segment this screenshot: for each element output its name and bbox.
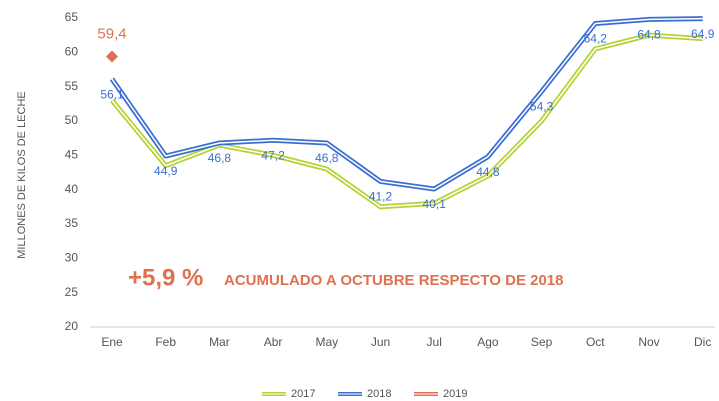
data-label: 54,3 (530, 100, 554, 114)
data-label: 46,8 (315, 151, 339, 165)
annotation-value: +5,9 % (128, 264, 203, 291)
x-tick-label: May (315, 335, 338, 349)
y-tick-label: 65 (65, 10, 79, 24)
x-tick-label: Dic (694, 335, 711, 349)
point-marker (106, 50, 118, 63)
y-tick-label: 50 (65, 113, 79, 127)
data-label: 47,2 (261, 148, 285, 162)
x-tick-label: Feb (155, 335, 176, 349)
y-tick-label: 35 (65, 216, 79, 230)
data-label: 44,9 (154, 164, 178, 178)
data-label: 64,2 (584, 32, 608, 46)
x-tick-label: Ene (101, 335, 123, 349)
y-tick-label: 30 (65, 251, 79, 265)
x-tick-label: Abr (264, 335, 283, 349)
x-tick-label: Jun (371, 335, 390, 349)
x-tick-label: Ago (477, 335, 499, 349)
x-tick-label: Sep (531, 335, 553, 349)
y-tick-label: 55 (65, 79, 79, 93)
data-label: 59,4 (97, 25, 126, 42)
x-tick-label: Nov (638, 335, 659, 349)
legend-label: 2017 (291, 388, 315, 400)
data-label: 46,8 (208, 151, 232, 165)
x-tick-label: Mar (209, 335, 230, 349)
y-tick-label: 25 (65, 285, 79, 299)
legend-label: 2018 (367, 388, 391, 400)
data-label: 40,1 (423, 197, 447, 211)
y-tick-label: 45 (65, 148, 79, 162)
data-label: 44,8 (476, 165, 500, 179)
y-tick-label: 20 (65, 319, 79, 333)
y-tick-label: 40 (65, 182, 79, 196)
series-line (110, 32, 703, 210)
data-label: 41,2 (369, 190, 393, 204)
x-tick-label: Oct (586, 335, 605, 349)
data-label: 64,9 (691, 27, 715, 41)
y-tick-label: 60 (65, 45, 79, 59)
y-axis-title: MILLONES DE KILOS DE LECHE (16, 91, 28, 259)
legend-label: 2019 (443, 388, 467, 400)
data-label: 56,1 (100, 87, 124, 101)
annotation-text: ACUMULADO A OCTUBRE RESPECTO DE 2018 (224, 272, 564, 289)
x-tick-label: Jul (427, 335, 442, 349)
line-highlight (111, 17, 703, 190)
data-label: 64,8 (637, 28, 661, 42)
line-highlight (111, 34, 703, 208)
